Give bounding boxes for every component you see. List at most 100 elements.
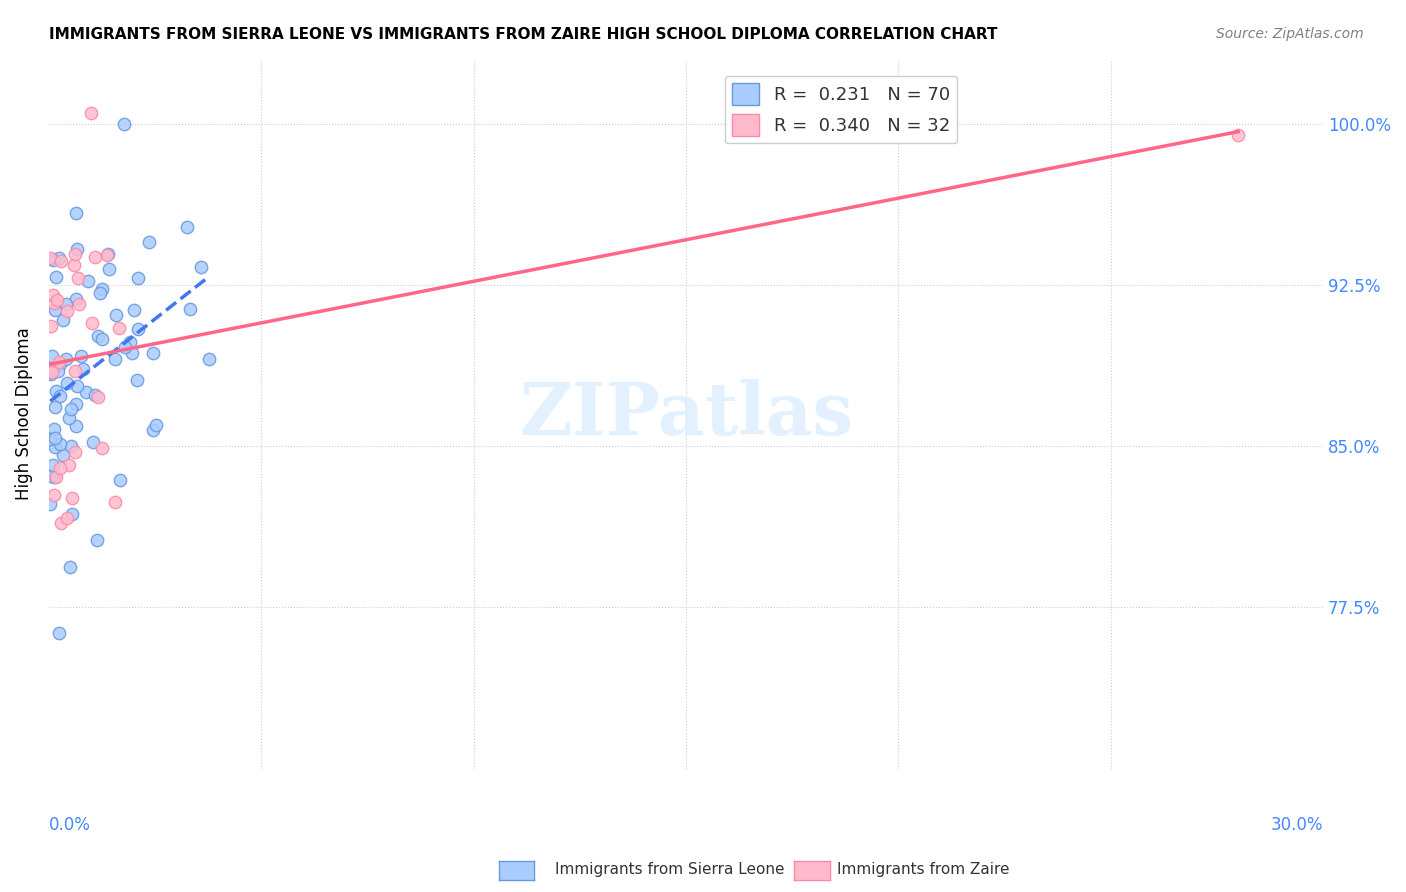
Point	[70, 349, 93, 363]
Point	[39, 497, 62, 511]
Text: Immigrants from Sierra Leone: Immigrants from Sierra Leone	[555, 863, 785, 877]
Point	[42, 287, 65, 301]
Point	[59, 401, 82, 416]
Point	[44, 470, 66, 484]
Point	[55, 297, 77, 311]
Point	[65, 445, 87, 459]
Point	[77, 274, 100, 288]
Point	[112, 117, 135, 131]
Point	[39, 251, 62, 265]
Point	[127, 372, 149, 386]
Point	[44, 302, 66, 317]
Point	[108, 320, 131, 334]
Point	[39, 469, 62, 483]
Point	[62, 507, 84, 521]
Point	[39, 433, 62, 447]
Point	[58, 411, 80, 425]
Point	[45, 384, 67, 399]
Point	[91, 332, 114, 346]
Legend: R =  0.231   N = 70, R =  0.340   N = 32: R = 0.231 N = 70, R = 0.340 N = 32	[725, 76, 957, 144]
Point	[45, 270, 67, 285]
Point	[49, 516, 72, 530]
Point	[142, 345, 165, 359]
Point	[97, 262, 120, 277]
Point	[66, 378, 89, 392]
Point	[83, 388, 105, 402]
Point	[41, 319, 63, 334]
Text: Immigrants from Zaire: Immigrants from Zaire	[837, 863, 1010, 877]
Point	[42, 422, 65, 436]
Point	[49, 389, 72, 403]
Point	[104, 352, 127, 367]
Point	[42, 487, 65, 501]
Point	[44, 400, 66, 414]
Point	[44, 431, 66, 445]
Point	[198, 352, 221, 367]
Point	[59, 560, 82, 574]
Point	[56, 303, 79, 318]
Point	[179, 302, 201, 317]
Point	[65, 396, 87, 410]
Point	[82, 317, 104, 331]
Y-axis label: High School Diploma: High School Diploma	[15, 327, 32, 500]
Text: 0.0%: 0.0%	[49, 816, 91, 834]
Point	[60, 491, 83, 506]
Point	[63, 247, 86, 261]
Point	[44, 296, 66, 310]
Text: IMMIGRANTS FROM SIERRA LEONE VS IMMIGRANTS FROM ZAIRE HIGH SCHOOL DIPLOMA CORREL: IMMIGRANTS FROM SIERRA LEONE VS IMMIGRAN…	[49, 27, 998, 42]
Point	[121, 346, 143, 360]
Point	[49, 357, 72, 371]
Point	[84, 250, 107, 264]
Text: ZIPatlas: ZIPatlas	[519, 378, 853, 450]
Point	[91, 282, 114, 296]
Point	[104, 495, 127, 509]
Point	[110, 473, 132, 487]
Point	[138, 235, 160, 249]
Point	[46, 364, 69, 378]
Point	[65, 419, 87, 434]
Point	[86, 533, 108, 547]
Point	[89, 285, 111, 300]
Point	[56, 511, 79, 525]
Point	[65, 293, 87, 307]
Point	[42, 253, 65, 268]
Point	[55, 351, 77, 366]
Point	[42, 469, 65, 483]
Point	[51, 253, 73, 268]
Point	[51, 313, 73, 327]
Point	[66, 243, 89, 257]
Point	[91, 441, 114, 455]
Point	[41, 365, 63, 379]
Point	[122, 302, 145, 317]
Point	[87, 390, 110, 404]
Point	[120, 335, 142, 350]
Point	[63, 364, 86, 378]
Point	[65, 206, 87, 220]
Point	[48, 355, 70, 369]
Point	[80, 106, 103, 120]
Point	[104, 308, 127, 322]
Point	[87, 329, 110, 343]
Point	[67, 297, 90, 311]
Point	[42, 458, 65, 473]
Point	[48, 626, 70, 640]
Point	[127, 321, 149, 335]
Point	[45, 293, 67, 307]
Point	[82, 434, 104, 449]
Point	[48, 251, 70, 265]
Point	[75, 385, 97, 400]
Point	[176, 219, 198, 234]
Point	[97, 247, 120, 261]
Text: Source: ZipAtlas.com: Source: ZipAtlas.com	[1216, 27, 1364, 41]
Point	[39, 362, 62, 376]
Point	[56, 376, 79, 390]
Point	[49, 437, 72, 451]
Point	[39, 365, 62, 379]
Point	[190, 260, 212, 275]
Point	[96, 248, 118, 262]
Point	[1227, 128, 1250, 142]
Point	[66, 270, 89, 285]
Point	[145, 417, 167, 432]
Point	[44, 441, 66, 455]
Point	[72, 362, 94, 376]
